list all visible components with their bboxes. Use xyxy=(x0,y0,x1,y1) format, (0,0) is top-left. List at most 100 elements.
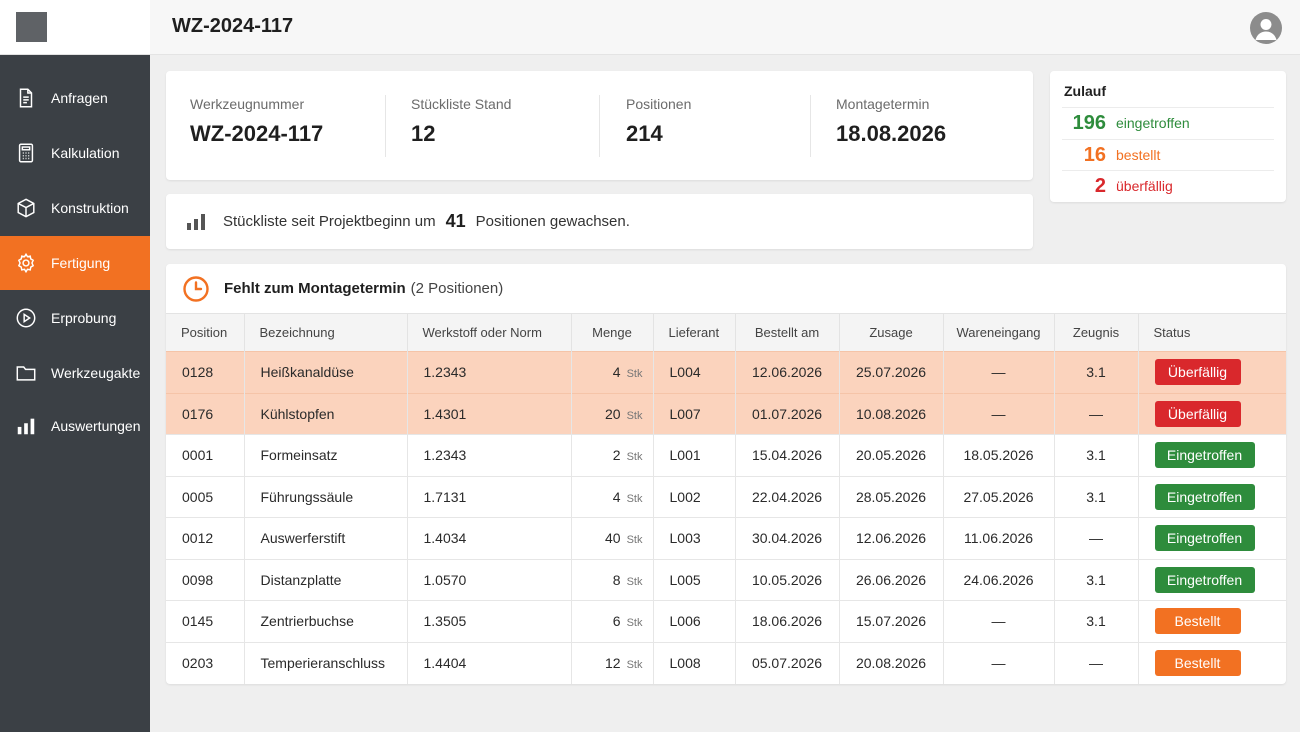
status-badge: Eingetroffen xyxy=(1154,525,1255,552)
cell-zusage: 25.07.2026 xyxy=(839,351,944,393)
document-icon xyxy=(14,86,38,110)
stat-value: 18.08.2026 xyxy=(836,121,947,146)
cell-status: Eingetroffen xyxy=(1138,475,1286,518)
quantity-value: 40 xyxy=(605,530,621,547)
column-header-status[interactable]: Status xyxy=(1138,313,1286,352)
zulauf-title: Zulauf xyxy=(1064,83,1106,99)
column-header-zusage[interactable]: Zusage xyxy=(839,313,944,352)
summary-card: Werkzeugnummer WZ-2024-117 Stückliste St… xyxy=(166,71,1033,180)
cell-menge: 6 Stk xyxy=(571,600,654,642)
cell-bestellt-am: 01.07.2026 xyxy=(735,392,840,435)
quantity-unit: Stk xyxy=(626,492,643,505)
table-row[interactable]: 0203 Temperieranschluss 1.4404 12 Stk L00… xyxy=(166,641,1286,684)
zulauf-label: überfällig xyxy=(1116,178,1173,194)
zulauf-row-ueberfaellig[interactable]: 2 überfällig xyxy=(1062,170,1274,201)
cell-lieferant: L001 xyxy=(653,434,736,476)
cell-wareneingang: 24.06.2026 xyxy=(943,558,1055,601)
missing-parts-count: (2 Positionen) xyxy=(410,280,504,297)
sidebar-item-anfragen[interactable]: Anfragen xyxy=(0,71,150,125)
cell-zusage: 20.08.2026 xyxy=(839,641,944,684)
sidebar-item-konstruktion[interactable]: Konstruktion xyxy=(0,181,150,235)
play-circle-icon xyxy=(14,306,38,330)
table-header-row: Position Bezeichnung Werkstoff oder Norm… xyxy=(166,313,1286,352)
zulauf-label: eingetroffen xyxy=(1116,115,1190,131)
zulauf-row-eingetroffen[interactable]: 196 eingetroffen xyxy=(1062,107,1274,138)
sidebar-item-kalkulation[interactable]: Kalkulation xyxy=(0,126,150,180)
column-header-bestellt-am[interactable]: Bestellt am xyxy=(735,313,840,352)
quantity-unit: Stk xyxy=(626,659,643,671)
column-header-lieferant[interactable]: Lieferant xyxy=(653,313,736,352)
cell-zusage: 15.07.2026 xyxy=(839,600,944,642)
logo[interactable] xyxy=(16,12,47,42)
column-header-zeugnis[interactable]: Zeugnis xyxy=(1054,313,1139,352)
cell-lieferant: L006 xyxy=(653,600,736,642)
cell-position: 0176 xyxy=(166,392,245,435)
table-row[interactable]: 0012 Auswerferstift 1.4034 40 Stk L003 30… xyxy=(166,517,1286,559)
quantity-unit: Stk xyxy=(626,575,643,588)
column-header-bezeichnung[interactable]: Bezeichnung xyxy=(244,313,408,352)
cell-position: 0098 xyxy=(166,558,245,601)
cell-wareneingang: 18.05.2026 xyxy=(943,434,1055,476)
sidebar-item-erprobung[interactable]: Erprobung xyxy=(0,291,150,345)
sidebar-item-fertigung[interactable]: Fertigung xyxy=(0,236,150,290)
sidebar-item-label: Fertigung xyxy=(51,255,111,271)
quantity-unit: Stk xyxy=(626,409,643,422)
quantity-unit: Stk xyxy=(626,534,643,547)
cell-bestellt-am: 15.04.2026 xyxy=(735,434,840,476)
cube-icon xyxy=(14,196,38,220)
cell-zeugnis: 3.1 xyxy=(1054,600,1139,642)
cell-status: Eingetroffen xyxy=(1138,517,1286,559)
stat-label: Werkzeugnummer xyxy=(190,96,305,112)
sidebar-item-label: Konstruktion xyxy=(51,200,129,216)
cell-lieferant: L008 xyxy=(653,641,736,684)
cell-bezeichnung: Führungssäule xyxy=(244,475,408,518)
divider xyxy=(385,95,386,157)
stat-label: Positionen xyxy=(626,96,692,112)
sidebar-item-label: Kalkulation xyxy=(51,145,120,161)
cell-wareneingang: — xyxy=(943,641,1055,684)
bar-chart-icon xyxy=(14,414,38,438)
cell-zusage: 28.05.2026 xyxy=(839,475,944,518)
cell-zusage: 26.06.2026 xyxy=(839,558,944,601)
cell-werkstoff: 1.2343 xyxy=(407,434,572,476)
quantity-unit: Stk xyxy=(626,368,643,381)
cell-menge: 8 Stk xyxy=(571,558,654,601)
sidebar-item-auswertungen[interactable]: Auswertungen xyxy=(0,399,150,453)
cell-werkstoff: 1.7131 xyxy=(407,475,572,518)
column-header-werkstoff[interactable]: Werkstoff oder Norm xyxy=(407,313,572,352)
table-row[interactable]: 0005 Führungssäule 1.7131 4 Stk L002 22.0… xyxy=(166,475,1286,518)
table-row[interactable]: 0128 Heißkanaldüse 1.2343 4 Stk L004 12.0… xyxy=(166,351,1286,393)
cell-menge: 20 Stk xyxy=(571,392,654,435)
cell-wareneingang: — xyxy=(943,351,1055,393)
column-header-wareneingang[interactable]: Wareneingang xyxy=(943,313,1055,352)
sidebar-item-label: Werkzeugakte xyxy=(51,365,141,381)
sidebar-item-werkzeugakte[interactable]: Werkzeugakte xyxy=(0,346,150,400)
cell-zeugnis: — xyxy=(1054,641,1139,684)
missing-parts-title: Fehlt zum Montagetermin xyxy=(224,280,406,297)
zulauf-card: Zulauf 196 eingetroffen 16 bestellt 2 üb… xyxy=(1050,71,1286,202)
status-badge: Bestellt xyxy=(1154,650,1241,676)
cell-zeugnis: — xyxy=(1054,392,1139,435)
cell-wareneingang: 11.06.2026 xyxy=(943,517,1055,559)
cell-werkstoff: 1.2343 xyxy=(407,351,572,393)
cell-wareneingang: — xyxy=(943,600,1055,642)
avatar[interactable] xyxy=(1250,12,1282,44)
table-row[interactable]: 0001 Formeinsatz 1.2343 2 Stk L001 15.04.… xyxy=(166,434,1286,476)
table-row[interactable]: 0098 Distanzplatte 1.0570 8 Stk L005 10.0… xyxy=(166,558,1286,601)
quantity-value: 2 xyxy=(612,447,621,464)
cell-menge: 12 Stk xyxy=(571,641,654,684)
column-header-position[interactable]: Position xyxy=(166,313,245,352)
table-row[interactable]: 0176 Kühlstopfen 1.4301 20 Stk L007 01.07… xyxy=(166,392,1286,435)
cell-position: 0145 xyxy=(166,600,245,642)
column-header-menge[interactable]: Menge xyxy=(571,313,654,352)
cell-bestellt-am: 18.06.2026 xyxy=(735,600,840,642)
cell-lieferant: L002 xyxy=(653,475,736,518)
cell-position: 0012 xyxy=(166,517,245,559)
table-row[interactable]: 0145 Zentrierbuchse 1.3505 6 Stk L006 18.… xyxy=(166,600,1286,642)
cell-werkstoff: 1.3505 xyxy=(407,600,572,642)
stat-stand: Stückliste Stand 12 xyxy=(411,96,511,147)
cell-position: 0203 xyxy=(166,641,245,684)
cell-lieferant: L004 xyxy=(653,351,736,393)
zulauf-row-bestellt[interactable]: 16 bestellt xyxy=(1062,139,1274,170)
cell-bestellt-am: 05.07.2026 xyxy=(735,641,840,684)
